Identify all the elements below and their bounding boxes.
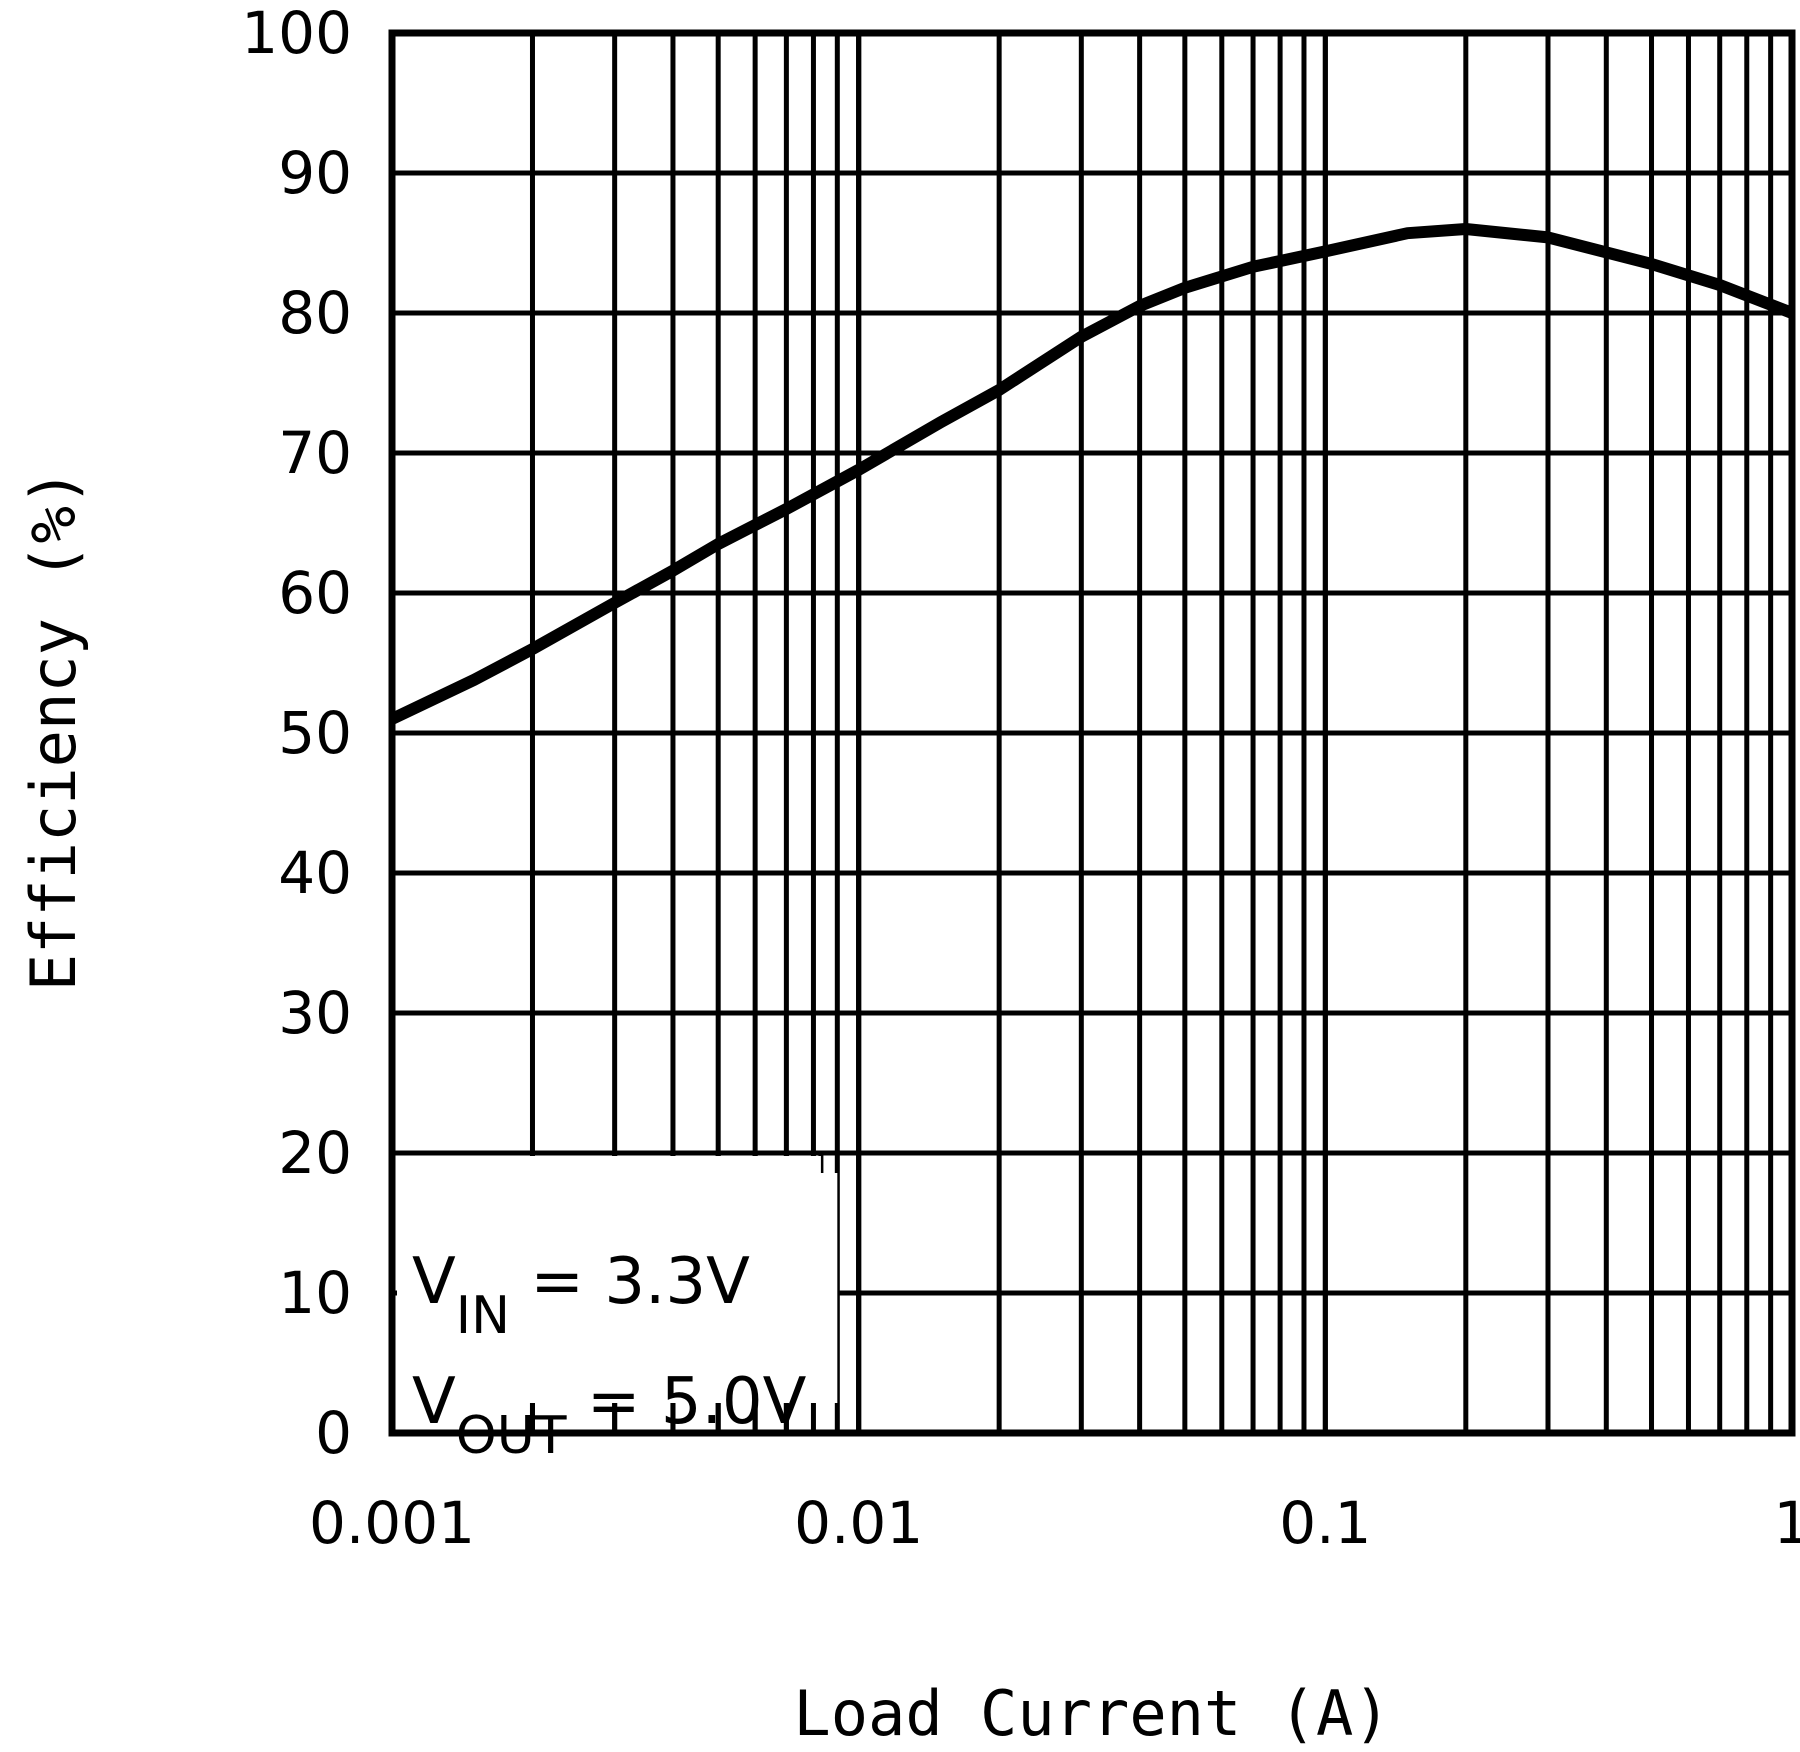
plot-frame [388, 29, 1796, 1437]
y-tick-label: 90 [278, 139, 352, 207]
x-tick-label: 0.01 [794, 1489, 923, 1557]
x-tick-label: 1 [1774, 1489, 1800, 1557]
y-tick-label: 10 [278, 1259, 352, 1327]
y-axis-title: Efficiency (%) [17, 469, 90, 992]
annotation-text: VIN = 3.3V [412, 1245, 750, 1346]
efficiency-curve [389, 223, 1795, 725]
y-tick-label: 80 [278, 279, 352, 347]
x-axis-title: Load Current (A) [793, 1677, 1390, 1750]
condition-annotations: VIN = 3.3V VOUT = 5.0V [412, 1245, 807, 1466]
x-tick-label: 0.1 [1279, 1489, 1371, 1557]
x-axis-tick-labels: 0.001 0.01 0.1 1 [309, 1489, 1800, 1557]
annotation-box-top [397, 1156, 821, 1290]
x-tick-label: 0.001 [309, 1489, 475, 1557]
y-tick-label: 0 [315, 1399, 352, 1467]
y-tick-label: 40 [278, 839, 352, 907]
y-tick-label: 50 [278, 699, 352, 767]
annotation-text: VOUT = 5.0V [412, 1365, 807, 1466]
y-tick-label: 30 [278, 979, 352, 1047]
y-tick-label: 20 [278, 1119, 352, 1187]
y-tick-label: 100 [241, 0, 352, 67]
y-tick-label: 60 [278, 559, 352, 627]
y-tick-label: 70 [278, 419, 352, 487]
y-axis-tick-labels: 0 10 20 30 40 50 60 70 80 90 100 [241, 0, 352, 1467]
